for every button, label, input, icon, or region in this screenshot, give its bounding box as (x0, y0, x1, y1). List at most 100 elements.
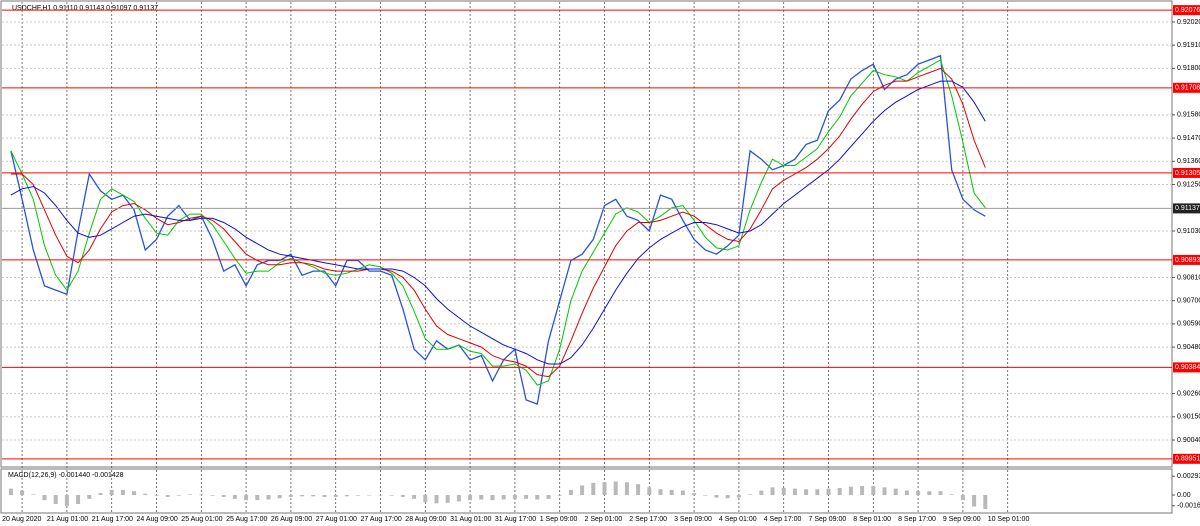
histogram-bar (613, 481, 618, 496)
level-label: 0.89951 (1175, 456, 1200, 463)
histogram-bar (848, 486, 853, 496)
y-tick-label: 0.91030 (1177, 228, 1200, 235)
histogram-bar (568, 489, 573, 496)
histogram-bar (221, 495, 226, 497)
histogram-bar (871, 486, 876, 496)
histogram-bar (524, 495, 529, 499)
histogram-bar (210, 495, 215, 496)
histogram-bar (602, 482, 607, 496)
histogram-bar (389, 495, 394, 496)
x-tick-label: 24 Aug 09:00 (137, 516, 178, 523)
histogram-bar (636, 484, 641, 496)
histogram-bar (165, 495, 170, 497)
histogram-bar (714, 495, 719, 498)
moving-average (10, 67, 986, 378)
histogram-bar (703, 495, 708, 496)
histogram-bar (288, 495, 293, 497)
histogram-bar (176, 495, 181, 496)
histogram-bar (557, 495, 562, 496)
y-tick-label: 0.91250 (1177, 181, 1200, 188)
histogram-bar (322, 495, 327, 497)
x-tick-label: 10 Sep 01:00 (988, 516, 1030, 523)
histogram-bar (960, 495, 965, 501)
x-tick-label: 7 Sep 09:00 (809, 516, 847, 523)
histogram-bar (53, 495, 58, 504)
x-tick-label: 31 Aug 17:00 (495, 516, 536, 523)
histogram-bar (546, 495, 551, 499)
histogram-bar (31, 494, 36, 496)
histogram-bar (423, 495, 428, 503)
level-label-box (1173, 5, 1200, 16)
histogram-bar (815, 489, 820, 496)
histogram-bar (378, 495, 383, 496)
current-price-label: 0.91137 (1175, 205, 1200, 212)
histogram-bar (893, 488, 898, 496)
y-tick-label: 0.92020 (1177, 19, 1200, 26)
histogram-bar (87, 495, 92, 499)
histogram-bar (680, 490, 685, 496)
price-panel (0, 0, 1173, 468)
y-tick-label: 0.91800 (1177, 65, 1200, 72)
histogram-bar (736, 495, 741, 498)
y-tick-label: 0.91910 (1177, 42, 1200, 49)
x-tick-label: 26 Aug 09:00 (271, 516, 312, 523)
histogram-bar (76, 495, 81, 504)
macd-panel (0, 468, 1173, 514)
histogram-bar (154, 495, 159, 496)
histogram-bar (412, 495, 417, 499)
x-tick-label: 2 Sep 17:00 (629, 516, 667, 523)
y-tick-label: 0.90150 (1177, 414, 1200, 421)
y-tick-label: 0.90700 (1177, 298, 1200, 305)
histogram-bar (916, 491, 921, 496)
histogram-bar (244, 495, 249, 501)
histogram-bar (356, 495, 361, 496)
y-tick-label: -0.00168 (1177, 503, 1200, 510)
y-tick-label: 0.91580 (1177, 112, 1200, 119)
histogram-bar (490, 495, 495, 501)
histogram-bar (512, 495, 517, 499)
histogram-bar (748, 494, 753, 496)
histogram-bar (759, 490, 764, 496)
y-tick-label: 0.90810 (1177, 274, 1200, 281)
histogram-bar (837, 487, 842, 496)
histogram-bar (468, 495, 473, 501)
macd-title: MACD(12,26,9) -0.001440 -0.001428 (8, 472, 124, 479)
level-label: 0.91305 (1175, 170, 1200, 177)
histogram-bar (277, 495, 282, 499)
x-tick-label: 20 Aug 2020 (2, 516, 41, 523)
histogram-bar (860, 486, 865, 496)
y-tick-label: 0.91470 (1177, 135, 1200, 142)
x-tick-label: 1 Sep 09:00 (540, 516, 578, 523)
histogram-bar (949, 494, 954, 496)
level-label: 0.90384 (1175, 364, 1200, 371)
histogram-bar (580, 485, 585, 496)
histogram-bar (535, 495, 540, 500)
level-label-box (1173, 362, 1200, 373)
histogram-bar (826, 488, 831, 496)
histogram-bar (333, 495, 338, 497)
y-tick-label: 0.00 (1177, 492, 1191, 499)
histogram-bar (792, 488, 797, 496)
x-tick-label: 8 Sep 17:00 (898, 516, 936, 523)
histogram-bar (20, 490, 25, 496)
histogram-bar (624, 482, 629, 496)
moving-average (10, 80, 986, 365)
histogram-bar (109, 489, 114, 496)
level-label-box (1173, 254, 1200, 265)
x-tick-label: 25 Aug 17:00 (226, 516, 267, 523)
histogram-bar (882, 487, 887, 496)
x-tick-label: 28 Aug 09:00 (405, 516, 446, 523)
y-tick-label: 0.90260 (1177, 390, 1200, 397)
histogram-bar (669, 489, 674, 496)
moving-average (10, 59, 986, 386)
histogram-bar (938, 491, 943, 496)
histogram-bar (927, 491, 932, 496)
y-tick-label: 0.002934 (1177, 473, 1200, 480)
histogram-bar (255, 495, 260, 501)
histogram-bar (64, 495, 69, 506)
histogram-bar (199, 494, 204, 496)
histogram-bar (479, 495, 484, 500)
histogram-bar (400, 495, 405, 497)
x-tick-label: 4 Sep 17:00 (764, 516, 802, 523)
